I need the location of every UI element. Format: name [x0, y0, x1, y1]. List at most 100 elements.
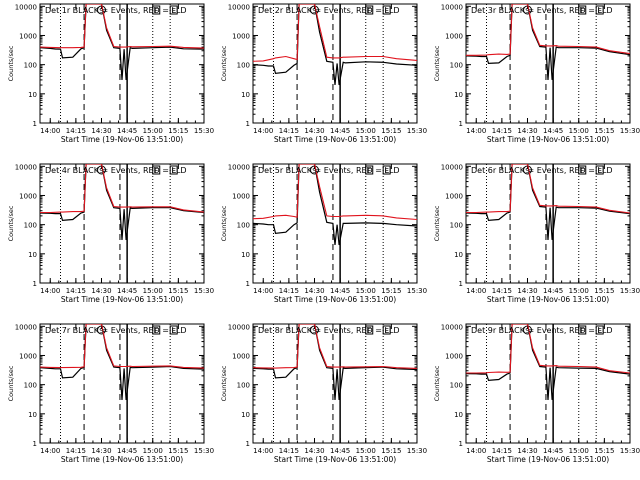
marker-label-f: F — [154, 167, 158, 175]
marker-box — [382, 165, 391, 175]
y-axis-label: Counts/sec — [220, 205, 228, 241]
marker-label-f: F — [154, 327, 158, 335]
y-tick-label: 10 — [28, 91, 37, 99]
panel-6: 1 10 100 1000 10000 14:00 14:15 14:30 14:45 15:00… — [433, 163, 640, 304]
marker-label-f: F — [367, 7, 371, 15]
plot-frame — [465, 163, 631, 284]
marker-label-e: E — [597, 167, 601, 175]
panel-5: 1 10 100 1000 10000 14:00 14:15 14:30 14:45 15:00… — [220, 163, 427, 304]
x-tick-label: 15:30 — [620, 447, 640, 455]
x-tick-label: 15:15 — [381, 127, 401, 135]
y-tick-label: 1 — [246, 120, 250, 128]
plot-frame — [252, 323, 418, 444]
series-lld-line — [40, 164, 204, 214]
x-tick-label: 15:15 — [168, 127, 188, 135]
x-tick-label: 15:00 — [569, 447, 589, 455]
x-tick-label: 15:30 — [407, 127, 427, 135]
x-tick-label: 15:15 — [594, 287, 614, 295]
x-tick-label: 14:45 — [330, 287, 350, 295]
marker-box — [365, 165, 374, 175]
y-tick-label: 10 — [241, 91, 250, 99]
plot-frame — [465, 3, 631, 124]
series-events-line — [253, 4, 417, 86]
y-tick-label: 10000 — [15, 163, 37, 171]
y-tick-label: 10 — [241, 251, 250, 259]
marker-box — [578, 165, 587, 175]
y-tick-label: 1 — [459, 120, 463, 128]
x-tick-label: 15:15 — [381, 447, 401, 455]
x-tick-label: 15:00 — [143, 127, 163, 135]
x-tick-label: 15:00 — [569, 127, 589, 135]
marker-label-e: E — [597, 7, 601, 15]
y-axis-label: Counts/sec — [7, 205, 15, 241]
x-tick-label: 15:30 — [620, 127, 640, 135]
y-tick-label: 100 — [24, 222, 37, 230]
series-lld-line — [40, 4, 204, 49]
x-tick-label: 15:30 — [194, 127, 214, 135]
y-axis-label: Counts/sec — [220, 365, 228, 401]
marker-box — [595, 165, 604, 175]
y-tick-label: 1000 — [232, 32, 250, 40]
marker-box — [152, 5, 161, 15]
x-tick-label: 14:30 — [91, 127, 111, 135]
y-tick-label: 1000 — [19, 32, 37, 40]
x-tick-label: 14:30 — [517, 127, 537, 135]
y-tick-label: 10000 — [441, 163, 463, 171]
y-tick-label: 100 — [24, 62, 37, 70]
series-lld-line — [466, 4, 630, 56]
y-tick-label: 10000 — [15, 3, 37, 11]
y-tick-label: 1000 — [445, 32, 463, 40]
panel-4: 1 10 100 1000 10000 14:00 14:15 14:30 14:45 15:00… — [7, 163, 214, 304]
x-tick-label: 15:30 — [407, 447, 427, 455]
marker-label-f: F — [580, 327, 584, 335]
x-tick-label: 15:00 — [356, 287, 376, 295]
marker-label-e: E — [597, 327, 601, 335]
x-tick-label: 14:30 — [517, 287, 537, 295]
x-tick-label: 14:30 — [304, 447, 324, 455]
series-lld-line — [40, 324, 204, 369]
marker-box — [152, 165, 161, 175]
x-tick-label: 14:00 — [253, 127, 273, 135]
series-events-line — [466, 324, 630, 400]
marker-box — [169, 325, 178, 335]
y-axis-label: Counts/sec — [433, 365, 441, 401]
x-tick-label: 14:30 — [304, 127, 324, 135]
y-tick-label: 100 — [237, 62, 250, 70]
x-tick-label: 14:45 — [117, 127, 137, 135]
x-axis-label: Start Time (19-Nov-06 13:51:00) — [61, 135, 183, 144]
plot-frame — [252, 163, 418, 284]
x-tick-label: 15:15 — [594, 447, 614, 455]
marker-box — [595, 325, 604, 335]
x-tick-label: 15:15 — [381, 287, 401, 295]
marker-label-e: E — [384, 167, 388, 175]
x-tick-label: 15:30 — [194, 447, 214, 455]
x-axis-label: Start Time (19-Nov-06 13:51:00) — [274, 135, 396, 144]
x-tick-label: 14:30 — [304, 287, 324, 295]
plot-frame — [39, 3, 205, 124]
x-tick-label: 15:00 — [356, 127, 376, 135]
panel-title: Det 8r BLACK = Events, RED = LLD — [258, 326, 400, 335]
x-tick-label: 15:00 — [143, 447, 163, 455]
series-events-line — [253, 324, 417, 400]
x-tick-label: 14:15 — [66, 287, 86, 295]
x-tick-label: 14:45 — [543, 447, 563, 455]
marker-label-s: S — [525, 327, 530, 335]
panel-3: 1 10 100 1000 10000 14:00 14:15 14:30 14:45 15:00… — [433, 3, 640, 144]
y-tick-label: 100 — [450, 222, 463, 230]
y-tick-label: 10000 — [228, 3, 250, 11]
panel-2: 1 10 100 1000 10000 14:00 14:15 14:30 14:45 15:00… — [220, 3, 427, 144]
marker-box — [365, 5, 374, 15]
x-tick-label: 14:45 — [117, 447, 137, 455]
panel-title: Det 9r BLACK = Events, RED = LLD — [471, 326, 613, 335]
marker-box — [595, 5, 604, 15]
series-lld-line — [466, 164, 630, 214]
series-events-line — [40, 324, 204, 400]
marker-box — [382, 325, 391, 335]
marker-box — [578, 5, 587, 15]
y-tick-label: 1 — [33, 120, 37, 128]
x-tick-label: 14:15 — [279, 127, 299, 135]
marker-label-s: S — [99, 327, 104, 335]
series-lld-line — [253, 4, 417, 62]
x-tick-label: 14:45 — [117, 287, 137, 295]
y-tick-label: 10 — [28, 411, 37, 419]
